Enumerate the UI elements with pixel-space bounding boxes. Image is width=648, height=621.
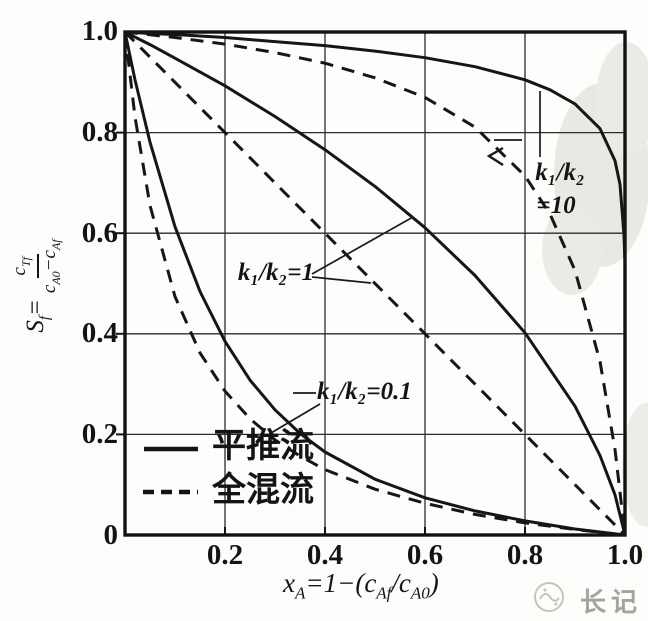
leader-lines bbox=[270, 91, 541, 434]
y-axis-title: Sf= cTf cA0−cAf bbox=[9, 164, 67, 408]
curve-layer bbox=[123, 30, 627, 537]
curve-mixed-k01 bbox=[123, 31, 626, 537]
stamp-icon bbox=[534, 582, 564, 612]
label-k1k2-1: k₁/k₂=1 bbox=[237, 259, 314, 286]
y-tick-0.4: 0.4 bbox=[81, 317, 118, 349]
x-tick-0.8: 0.8 bbox=[506, 539, 544, 571]
watermark-blobs bbox=[542, 42, 648, 527]
legend-label-mixed-flow: 全混流 bbox=[212, 471, 314, 509]
x-tick-0.6: 0.6 bbox=[406, 539, 444, 571]
x-tick-1.0: 1.0 bbox=[606, 539, 644, 571]
legend-label-plug-flow: 平推流 bbox=[212, 427, 314, 465]
curve-mixed-k1 bbox=[123, 30, 627, 537]
plot-border bbox=[123, 30, 627, 537]
label-k1k2-0.1: k₁/k₂=0.1 bbox=[317, 378, 412, 405]
y-axis-fraction: cTf cA0−cAf bbox=[9, 239, 63, 294]
label-k1k2-10-line2: =10 bbox=[536, 192, 576, 219]
y-tick-0.6: 0.6 bbox=[81, 217, 118, 249]
legend-samples bbox=[143, 446, 198, 495]
curve-mixed-k10 bbox=[124, 30, 627, 536]
x-tick-0.2: 0.2 bbox=[206, 539, 244, 571]
y-tick-0.2: 0.2 bbox=[81, 418, 118, 450]
x-axis-title: xA=1−(cAf/cA0) bbox=[283, 568, 439, 603]
y-tick-0.8: 0.8 bbox=[81, 116, 118, 148]
curve-plug-k01 bbox=[123, 31, 626, 537]
origin-tick-0: 0 bbox=[103, 519, 119, 551]
y-tick-1.0: 1.0 bbox=[81, 15, 118, 47]
curve-plug-k1 bbox=[124, 30, 627, 536]
label-k1k2-10-line1: k₁/k₂ bbox=[535, 159, 585, 186]
x-tick-0.4: 0.4 bbox=[306, 539, 344, 571]
watermark-text: 长记 bbox=[580, 587, 643, 617]
curve-plug-k10 bbox=[124, 30, 627, 264]
